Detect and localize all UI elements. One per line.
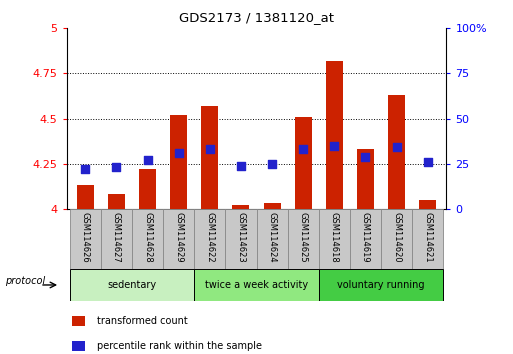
Text: sedentary: sedentary xyxy=(107,280,156,290)
Point xyxy=(174,150,183,156)
Bar xyxy=(101,209,132,269)
Point xyxy=(81,166,89,172)
Bar xyxy=(264,204,281,209)
Bar xyxy=(201,106,219,209)
Text: GSM114628: GSM114628 xyxy=(143,212,152,263)
Bar xyxy=(194,209,225,269)
Text: percentile rank within the sample: percentile rank within the sample xyxy=(97,341,263,351)
Text: GSM114629: GSM114629 xyxy=(174,212,183,263)
Point xyxy=(361,154,369,159)
Point xyxy=(237,163,245,169)
Point xyxy=(206,147,214,152)
Bar xyxy=(256,209,288,269)
Bar xyxy=(412,209,443,269)
Bar xyxy=(163,209,194,269)
Bar xyxy=(132,209,163,269)
Bar xyxy=(170,115,187,209)
Text: GSM114625: GSM114625 xyxy=(299,212,308,263)
Bar xyxy=(350,209,381,269)
Bar xyxy=(357,149,374,209)
Text: GSM114627: GSM114627 xyxy=(112,212,121,263)
Point xyxy=(299,147,307,152)
Bar xyxy=(194,269,319,301)
Text: voluntary running: voluntary running xyxy=(337,280,425,290)
Bar xyxy=(326,61,343,209)
Bar xyxy=(108,194,125,209)
Text: transformed count: transformed count xyxy=(97,316,188,326)
Text: protocol: protocol xyxy=(5,276,45,286)
Bar xyxy=(232,205,249,209)
Bar xyxy=(294,117,312,209)
Bar xyxy=(288,209,319,269)
Bar xyxy=(388,95,405,209)
Text: GDS2173 / 1381120_at: GDS2173 / 1381120_at xyxy=(179,11,334,24)
Bar xyxy=(319,209,350,269)
Text: GSM114621: GSM114621 xyxy=(423,212,432,263)
Bar xyxy=(319,269,443,301)
Bar xyxy=(77,185,94,209)
Text: GSM114626: GSM114626 xyxy=(81,212,90,263)
Point xyxy=(112,165,121,170)
Bar xyxy=(139,169,156,209)
Bar xyxy=(419,200,436,209)
Text: GSM114624: GSM114624 xyxy=(268,212,277,263)
Point xyxy=(144,157,152,163)
Bar xyxy=(70,269,194,301)
Point xyxy=(330,143,339,149)
Bar xyxy=(225,209,256,269)
Bar xyxy=(70,209,101,269)
Point xyxy=(424,159,432,165)
Text: GSM114623: GSM114623 xyxy=(236,212,245,263)
Point xyxy=(268,161,276,167)
Text: twice a week activity: twice a week activity xyxy=(205,280,308,290)
Bar xyxy=(381,209,412,269)
Text: GSM114620: GSM114620 xyxy=(392,212,401,263)
Point xyxy=(392,145,401,150)
Text: GSM114619: GSM114619 xyxy=(361,212,370,263)
Text: GSM114622: GSM114622 xyxy=(205,212,214,263)
Text: GSM114618: GSM114618 xyxy=(330,212,339,263)
